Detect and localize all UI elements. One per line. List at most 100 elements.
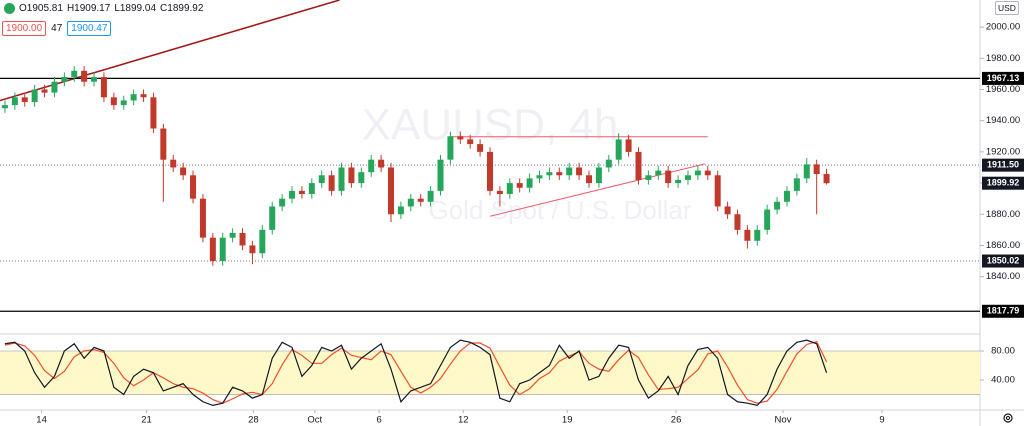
candle-body [645, 175, 652, 180]
candle-body [130, 94, 137, 101]
level-label: 1817.79 [987, 306, 1020, 316]
watermark-symbol: XAUUSD, 4h [362, 101, 619, 150]
spread: 47 [51, 23, 63, 34]
candle-body [31, 89, 38, 102]
candle-body [477, 144, 484, 152]
status-dot [4, 3, 15, 14]
candle-body [764, 209, 771, 230]
gear [1003, 413, 1013, 423]
ohlc-close: C1899.92 [160, 3, 204, 14]
candle-body [803, 164, 810, 179]
level-label: 1850.02 [987, 255, 1020, 265]
candle-body [595, 167, 602, 184]
candle-body [694, 170, 701, 176]
y-tick-label: 1960.00 [986, 84, 1020, 95]
candle-body [704, 170, 711, 176]
x-tick-label: Nov [775, 415, 792, 426]
candle-body [585, 175, 592, 184]
candle-body [388, 167, 395, 215]
x-tick-label: 9 [879, 415, 884, 426]
candle-body [298, 190, 305, 194]
candle-body [190, 175, 197, 199]
candle-body [91, 77, 98, 82]
candle-body [427, 190, 434, 202]
candle-body [774, 201, 781, 210]
candle-body [655, 170, 662, 176]
settings-icon[interactable] [1003, 413, 1013, 423]
candle-body [417, 198, 424, 202]
gear-hub [1006, 416, 1010, 420]
candle-body [150, 97, 157, 129]
watermark-description: Gold Spot / U.S. Dollar [429, 195, 692, 225]
candle-body [269, 206, 276, 230]
x-tick-label: 28 [248, 415, 259, 426]
candle-body [11, 97, 18, 106]
level-label-box [982, 254, 1024, 268]
candle-body [714, 175, 721, 207]
candle-body [734, 214, 741, 230]
candle-body [249, 245, 256, 254]
candle-body [783, 190, 790, 202]
candle-body [407, 198, 414, 207]
x-tick-label: 26 [671, 415, 682, 426]
level-label: 1899.92 [987, 178, 1020, 188]
x-tick-label: Oct [307, 415, 322, 426]
level-label-box [982, 71, 1024, 85]
candle-body [348, 167, 355, 184]
oscillator-line [4, 340, 828, 404]
y-tick-label: 1920.00 [986, 146, 1020, 157]
candle-body [378, 159, 385, 168]
trendline [0, 0, 340, 102]
y-tick-label: 1940.00 [986, 115, 1020, 126]
candle-body [684, 175, 691, 180]
candle-body [546, 172, 553, 176]
oscillator-line [4, 339, 828, 407]
level-label: 1967.13 [987, 73, 1020, 83]
ohlc-row: O1905.81 H1909.17 L1899.04 C1899.92 [4, 3, 203, 14]
y-tick-label: 1840.00 [986, 271, 1020, 282]
candle-body [536, 175, 543, 179]
level-label-box [982, 176, 1024, 190]
level-label-box [982, 158, 1024, 172]
candle-body [496, 190, 503, 194]
candle-body [813, 164, 820, 175]
candle-body [170, 159, 177, 168]
candle-body [358, 172, 365, 184]
candle-body [338, 167, 345, 191]
level-label: 1911.50 [987, 160, 1019, 170]
candle-body [615, 139, 622, 160]
candle-body [140, 94, 147, 98]
y-tick-label: 1860.00 [986, 240, 1020, 251]
candle-body [328, 175, 335, 191]
level-label-box [982, 304, 1024, 318]
candle-body [289, 190, 296, 199]
candle-body [110, 97, 117, 106]
candle-body [744, 229, 751, 241]
candle-body [754, 229, 761, 241]
candle-body [368, 159, 375, 173]
candle-body [675, 179, 682, 184]
candle-body [506, 183, 513, 194]
candle-body [487, 151, 493, 191]
candle-body [308, 183, 315, 194]
candle-body [120, 100, 127, 106]
candle-body [576, 167, 583, 176]
candle-body [41, 89, 48, 93]
candle-body [605, 159, 612, 168]
candle-body [318, 175, 325, 184]
candle-body [556, 172, 563, 176]
buy-button[interactable]: 1900.47 [67, 21, 112, 36]
x-tick-label: 14 [36, 415, 47, 426]
candle-body [180, 167, 187, 176]
currency-button[interactable]: USD [995, 1, 1019, 15]
candle-body [279, 198, 286, 207]
sell-button[interactable]: 1900.00 [2, 21, 47, 36]
candle-body [100, 77, 107, 98]
ohlc-high: H1909.17 [66, 3, 111, 14]
candle-body [21, 97, 28, 102]
band [0, 351, 980, 395]
x-tick-label: 6 [376, 415, 381, 426]
x-tick-label: 19 [562, 415, 573, 426]
candle-body [724, 206, 731, 215]
y-tick-label: 40.00 [991, 375, 1015, 386]
